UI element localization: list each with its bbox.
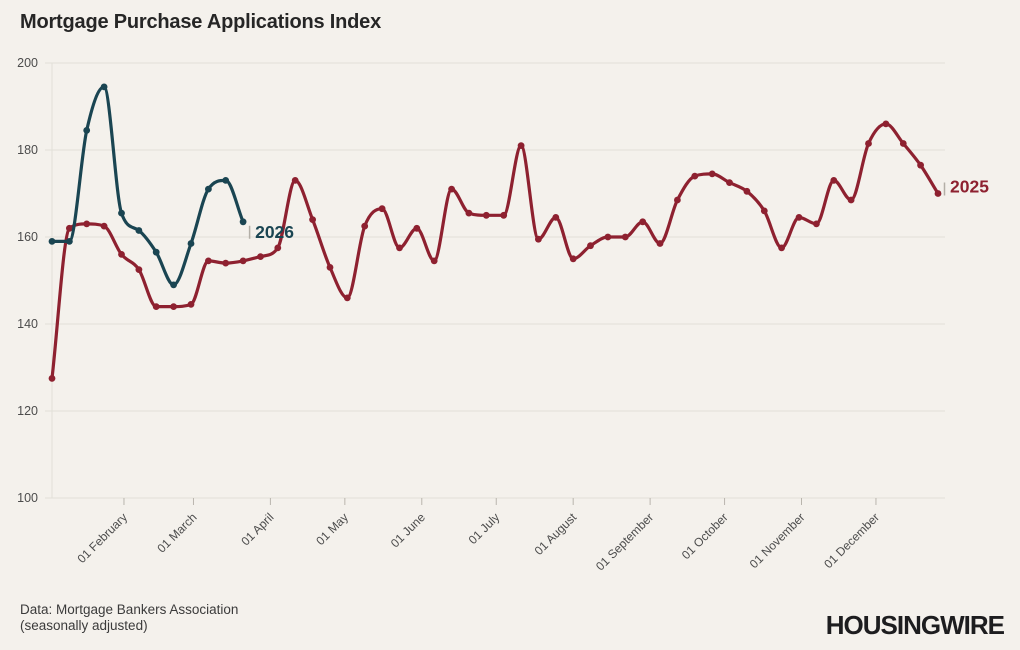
data-point [517,142,525,150]
data-point [378,205,386,213]
data-point [66,224,73,232]
data-point [465,209,473,217]
data-point [257,253,264,260]
data-point [239,257,247,265]
y-tick-label: 140 [17,317,38,331]
data-point [396,244,403,252]
data-point [343,294,351,302]
source-line-2: (seasonally adjusted) [20,618,148,633]
data-point [152,303,160,310]
data-point [170,303,178,310]
x-tick-label: 01 November [747,510,808,571]
source-line-1: Data: Mortgage Bankers Association [20,602,239,617]
data-point [222,259,230,267]
series-dots-2026 [48,83,247,289]
data-point [48,238,56,245]
data-point [118,251,125,258]
data-point [934,190,942,197]
data-point [118,209,125,217]
data-point [222,177,230,184]
data-point [674,196,681,204]
y-axis-labels: 100 120 140 160 180 200 [17,56,38,505]
data-point [100,222,108,230]
data-point [187,301,195,308]
data-point [569,255,577,263]
series-label-2025: 2025 [950,177,989,197]
data-point [152,248,160,256]
chart-title: Mortgage Purchase Applications Index [20,11,382,33]
data-point [361,222,369,230]
data-point [205,257,212,265]
data-point [604,233,612,241]
data-point [743,187,751,195]
x-tick-label: 01 June [388,510,428,550]
data-point [170,281,178,289]
data-point [813,220,820,228]
data-point [500,211,508,219]
x-tick-label: 01 May [313,510,351,548]
data-point [726,179,733,187]
x-tick-label: 01 August [532,510,580,558]
x-tick-label: 01 February [74,510,130,566]
data-point [708,170,716,178]
data-point [309,216,316,224]
source-note: Data: Mortgage Bankers Association (seas… [20,602,238,634]
data-point [639,218,647,226]
data-point [239,218,247,226]
data-point [830,177,838,184]
x-tick-label: 01 March [154,510,199,555]
data-point [291,177,299,184]
data-point [691,172,699,180]
data-point [66,238,73,245]
data-point [795,214,803,221]
x-tick-label: 01 September [593,510,656,573]
data-point [621,233,629,241]
data-point [656,240,664,247]
data-point [535,235,542,243]
data-point [413,224,421,232]
data-point [847,196,855,204]
data-point [865,140,872,147]
series-dots-2025 [48,120,942,382]
data-point [760,207,768,215]
y-tick-label: 200 [17,56,38,70]
x-tick-label: 01 October [679,510,731,562]
data-point [448,185,455,193]
data-point [274,244,282,252]
data-point [100,83,108,91]
y-tick-label: 120 [17,404,38,418]
x-axis: 01 February 01 March 01 April 01 May 01 June… [74,498,882,573]
series-line-2026 [50,85,245,287]
data-point [430,257,438,265]
data-point [187,240,195,247]
y-tick-label: 180 [17,143,38,157]
data-point [587,242,594,250]
x-tick-label: 01 December [821,510,882,571]
data-point [882,120,890,128]
series-label-2026: 2026 [255,222,294,242]
housingwire-logo: HOUSINGWIRE [825,610,1005,640]
y-gridlines [45,62,945,499]
data-point [83,126,91,134]
series-line-2025 [50,122,940,380]
data-point [135,227,143,234]
data-point [482,211,490,219]
data-point [552,214,560,221]
data-point [205,185,212,193]
data-point [326,264,334,271]
data-point [778,244,785,252]
x-tick-label: 01 April [238,510,276,548]
x-tick-label: 01 July [466,510,503,547]
data-point [917,161,924,169]
data-point [135,266,143,273]
y-tick-label: 160 [17,230,38,244]
data-point [48,375,56,382]
y-tick-label: 100 [17,491,38,505]
data-point [899,140,907,147]
data-point [83,220,91,228]
